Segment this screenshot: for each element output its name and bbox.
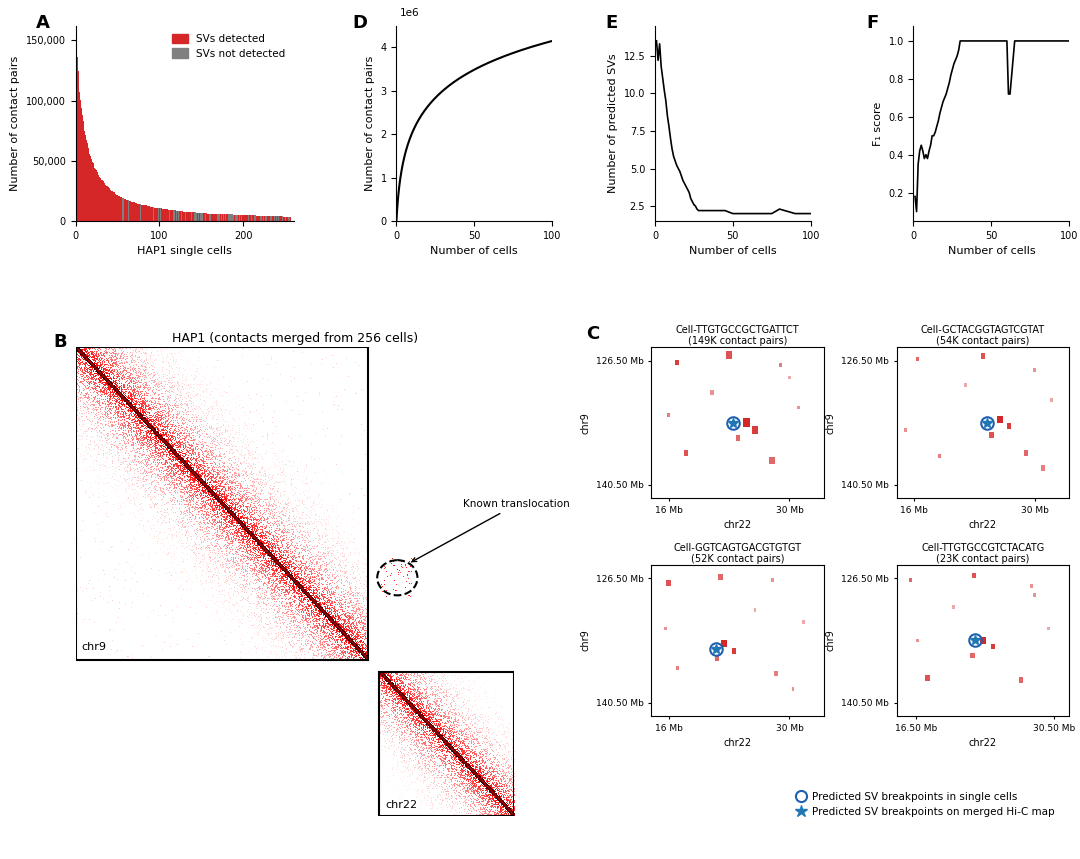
- FancyBboxPatch shape: [997, 416, 1003, 423]
- Legend: Predicted SV breakpoints in single cells, Predicted SV breakpoints on merged Hi-: Predicted SV breakpoints in single cells…: [792, 788, 1058, 821]
- X-axis label: chr22: chr22: [724, 738, 752, 748]
- Y-axis label: chr9: chr9: [825, 411, 836, 434]
- Legend: SVs detected, SVs not detected: SVs detected, SVs not detected: [168, 31, 288, 62]
- FancyBboxPatch shape: [769, 457, 775, 464]
- Y-axis label: F₁ score: F₁ score: [873, 101, 882, 145]
- FancyBboxPatch shape: [964, 383, 967, 387]
- Y-axis label: chr9: chr9: [825, 630, 836, 651]
- FancyBboxPatch shape: [773, 671, 778, 677]
- X-axis label: chr22: chr22: [969, 521, 997, 530]
- Text: chr9: chr9: [81, 642, 107, 652]
- Text: A: A: [37, 14, 51, 32]
- FancyBboxPatch shape: [771, 578, 773, 582]
- FancyBboxPatch shape: [726, 351, 732, 358]
- FancyBboxPatch shape: [721, 640, 727, 648]
- FancyBboxPatch shape: [1034, 368, 1036, 372]
- Y-axis label: Number of contact pairs: Number of contact pairs: [11, 56, 21, 191]
- X-axis label: Number of cells: Number of cells: [689, 247, 777, 256]
- Title: HAP1 (contacts merged from 256 cells): HAP1 (contacts merged from 256 cells): [172, 332, 418, 344]
- Title: Cell-TTGTGCCGTCTACATG
(23K contact pairs): Cell-TTGTGCCGTCTACATG (23K contact pairs…: [921, 543, 1044, 564]
- FancyBboxPatch shape: [980, 637, 986, 644]
- FancyBboxPatch shape: [1034, 594, 1036, 597]
- X-axis label: Number of cells: Number of cells: [947, 247, 1035, 256]
- FancyBboxPatch shape: [1041, 465, 1045, 471]
- FancyBboxPatch shape: [684, 450, 688, 455]
- FancyBboxPatch shape: [926, 675, 930, 681]
- FancyBboxPatch shape: [1051, 399, 1053, 402]
- FancyBboxPatch shape: [1047, 626, 1050, 631]
- Y-axis label: chr9: chr9: [580, 411, 591, 434]
- FancyBboxPatch shape: [666, 581, 671, 586]
- X-axis label: chr22: chr22: [969, 738, 997, 748]
- FancyBboxPatch shape: [676, 666, 678, 669]
- FancyBboxPatch shape: [675, 360, 679, 365]
- Text: E: E: [605, 14, 618, 32]
- FancyBboxPatch shape: [970, 653, 974, 658]
- Y-axis label: chr9: chr9: [580, 630, 591, 651]
- FancyBboxPatch shape: [904, 429, 906, 432]
- Title: Cell-GCTACGGTAGTCGTAT
(54K contact pairs): Cell-GCTACGGTAGTCGTAT (54K contact pairs…: [921, 325, 1045, 346]
- Text: C: C: [585, 325, 599, 343]
- Bar: [76, 347, 368, 660]
- Title: Cell-TTGTGCCGCTGATTCT
(149K contact pairs): Cell-TTGTGCCGCTGATTCT (149K contact pair…: [676, 325, 799, 346]
- X-axis label: chr22: chr22: [724, 521, 752, 530]
- Text: B: B: [54, 333, 67, 351]
- FancyBboxPatch shape: [667, 413, 670, 417]
- FancyBboxPatch shape: [1029, 584, 1032, 588]
- FancyBboxPatch shape: [754, 608, 756, 612]
- FancyBboxPatch shape: [788, 375, 791, 380]
- FancyBboxPatch shape: [780, 363, 782, 368]
- FancyBboxPatch shape: [743, 418, 750, 428]
- FancyBboxPatch shape: [715, 655, 719, 661]
- Y-axis label: Number of contact pairs: Number of contact pairs: [365, 56, 375, 191]
- FancyBboxPatch shape: [981, 354, 985, 359]
- Text: F: F: [867, 14, 879, 32]
- FancyBboxPatch shape: [939, 454, 941, 458]
- FancyBboxPatch shape: [991, 643, 996, 649]
- X-axis label: HAP1 single cells: HAP1 single cells: [137, 247, 232, 256]
- Y-axis label: Number of predicted SVs: Number of predicted SVs: [608, 53, 618, 193]
- FancyBboxPatch shape: [792, 687, 795, 691]
- FancyBboxPatch shape: [953, 606, 955, 609]
- FancyBboxPatch shape: [718, 575, 723, 580]
- FancyBboxPatch shape: [797, 405, 799, 410]
- FancyBboxPatch shape: [1024, 450, 1028, 455]
- Text: 1e6: 1e6: [400, 8, 419, 18]
- FancyBboxPatch shape: [735, 435, 740, 441]
- FancyBboxPatch shape: [664, 626, 666, 631]
- FancyBboxPatch shape: [710, 390, 714, 395]
- FancyBboxPatch shape: [752, 426, 758, 434]
- Text: Known translocation: Known translocation: [413, 499, 570, 562]
- Text: D: D: [353, 14, 368, 32]
- FancyBboxPatch shape: [972, 573, 976, 578]
- X-axis label: Number of cells: Number of cells: [431, 247, 518, 256]
- FancyBboxPatch shape: [916, 638, 919, 643]
- Title: Cell-GGTCAGTGACGTGTGT
(52K contact pairs): Cell-GGTCAGTGACGTGTGT (52K contact pairs…: [674, 543, 801, 564]
- Text: chr22: chr22: [384, 800, 417, 810]
- Bar: [379, 672, 514, 816]
- FancyBboxPatch shape: [1007, 423, 1011, 429]
- FancyBboxPatch shape: [909, 578, 912, 582]
- FancyBboxPatch shape: [989, 432, 994, 437]
- FancyBboxPatch shape: [1018, 677, 1023, 683]
- FancyBboxPatch shape: [916, 357, 919, 362]
- FancyBboxPatch shape: [801, 620, 805, 624]
- FancyBboxPatch shape: [732, 649, 737, 654]
